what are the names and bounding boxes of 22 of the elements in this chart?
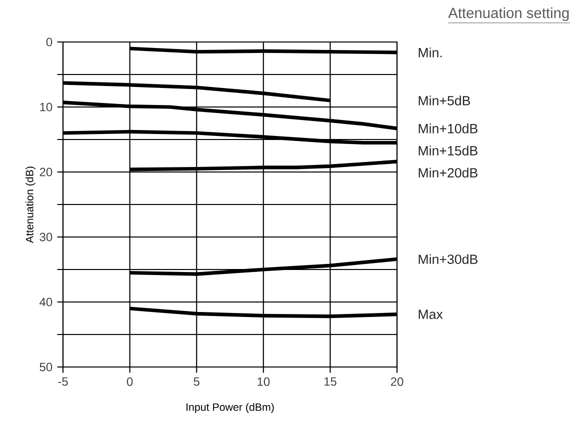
x-tick-label: 20 bbox=[390, 377, 404, 386]
y-axis-title: Attenuation (dB) bbox=[25, 166, 36, 244]
y-tick-label: 20 bbox=[40, 168, 52, 176]
x-tick-label: 5 bbox=[194, 377, 200, 386]
text: Min+5dB bbox=[418, 96, 470, 106]
series-label: Min+10dB bbox=[418, 124, 478, 134]
y-tick-label: 30 bbox=[40, 232, 52, 242]
series-label: Min. bbox=[418, 48, 442, 58]
x-axis-title: Input Power (dBm) bbox=[186, 403, 274, 413]
x-tick-label: 0 bbox=[126, 377, 133, 386]
x-tick-label: 10 bbox=[258, 377, 270, 386]
legend-title: Attenuation setting bbox=[448, 7, 569, 22]
series-label: Min+15dB bbox=[418, 146, 478, 156]
y-tick-label: 50 bbox=[40, 362, 52, 372]
series-label: Min+20dB bbox=[418, 168, 478, 178]
y-tick-label: 10 bbox=[40, 102, 52, 112]
series-label: Max bbox=[418, 310, 443, 319]
y-tick-label: 40 bbox=[40, 298, 52, 306]
x-tick-label: 15 bbox=[324, 377, 336, 386]
series-label: Min+30dB bbox=[418, 254, 478, 264]
x-tick-label: -5 bbox=[58, 377, 68, 386]
y-tick-label: 0 bbox=[46, 38, 52, 46]
